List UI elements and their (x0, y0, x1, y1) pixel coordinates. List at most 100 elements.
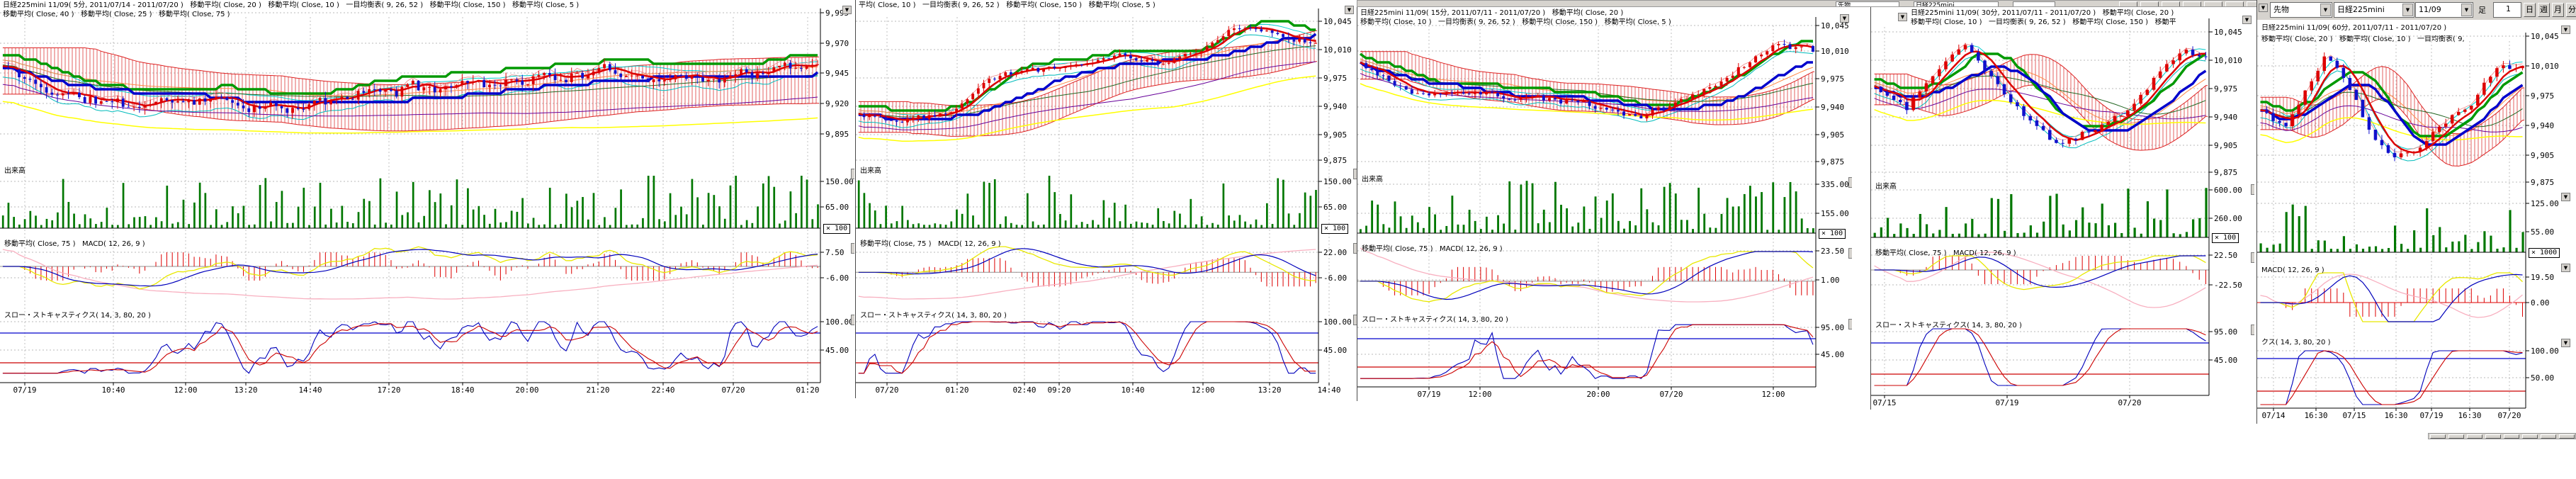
ichimoku-cloud (858, 30, 1317, 137)
axis-frame (0, 9, 824, 385)
price-axis-label: 9,970 (825, 39, 849, 48)
pane-scroll-down-button[interactable]: ▼ (2561, 264, 2570, 272)
macd-axis-label: 23.50 (1821, 247, 1845, 256)
panel-indicator-subtitle: 移動平均( Close, 40 ) 移動平均( Close, 25 ) 移動平均… (3, 11, 230, 18)
price-axis-label: 9,895 (825, 130, 849, 139)
macd-pane (0, 246, 820, 300)
time-axis-label: 07/20 (2497, 411, 2521, 420)
chevron-down-icon[interactable]: ▼ (2461, 4, 2472, 16)
time-axis-label: 12:00 (1191, 385, 1215, 395)
ma-red-thick-line (2, 64, 818, 109)
price-axis-label: 10,010 (1323, 45, 1352, 55)
pane-scroll-down-button[interactable]: ▼ (2561, 26, 2570, 34)
time-axis-label: 16:30 (2384, 411, 2408, 420)
macd-axis-label: -6.00 (825, 274, 849, 283)
price-axis-label: 10,010 (1821, 47, 1849, 56)
macd-signal-line (2260, 274, 2523, 322)
background-toolbar-button-fragment[interactable] (2119, 1, 2137, 6)
axis-frame (1871, 18, 2213, 398)
background-toolbar-button-fragment[interactable] (2225, 1, 2244, 6)
chevron-down-icon[interactable]: ▼ (2402, 4, 2413, 16)
pane-scroll-down-button[interactable]: ▼ (2561, 339, 2570, 347)
time-axis-label: 07/19 (1417, 390, 1441, 399)
time-axis-label: 07/20 (1659, 390, 1683, 399)
macd-axis-label: -6.00 (1323, 274, 1348, 283)
instrument-select[interactable]: 日経225mini ▼ (2334, 2, 2414, 18)
ma-green-thick-line (1359, 40, 1813, 106)
pane-scroll-down-button[interactable]: ▼ (2242, 16, 2252, 24)
background-button-fragment (2541, 434, 2556, 439)
panel-chart-svg (2257, 33, 2529, 411)
combo-value: 先物 (2273, 5, 2289, 14)
pane-scroll-down-button[interactable]: ▼ (2561, 193, 2570, 201)
stochastic-pane (2257, 350, 2526, 405)
clipped-pane-button-fragment (1353, 315, 1357, 325)
time-axis-label: 07/15 (1872, 398, 1897, 407)
volume-axis-label: 125.00 (2531, 199, 2559, 208)
price-axis-label: 10,045 (1323, 17, 1352, 26)
macd-pane-label: 移動平均( Close, 75 ) MACD( 12, 26, 9 ) (4, 240, 145, 248)
ma-blue-thick-line (1359, 61, 1813, 111)
ma-orange-line (2, 60, 818, 96)
panel-title: 日経225mini 11/09( 60分, 2011/07/11 - 2011/… (2261, 24, 2447, 32)
stoch-k-line (1360, 324, 1814, 379)
background-button-fragment (2522, 434, 2538, 439)
ma-orange-line (1874, 69, 2206, 124)
stochastic-pane (0, 321, 820, 374)
pane-scroll-down-button[interactable]: ▼ (1345, 6, 1354, 14)
time-axis-label: 07/14 (2261, 411, 2286, 420)
time-axis-label: 07/20 (2118, 398, 2142, 407)
stoch-axis-label: 45.00 (2214, 356, 2238, 365)
stochastic-pane (1357, 324, 1816, 379)
panel-title: 平均( Close, 10 ) 一目均衡表( 9, 26, 52 ) 移動平均(… (859, 1, 1156, 9)
background-toolbar-button-fragment[interactable] (2162, 1, 2180, 6)
macd-pane-label: 移動平均( Close, 75 ) MACD( 12, 26, 9 ) (1362, 245, 1503, 253)
price-axis-label: 9,975 (2531, 91, 2555, 101)
time-axis-label: 13:20 (1258, 385, 1282, 395)
bar-interval-input[interactable]: 1 (2493, 2, 2521, 18)
clipped-pane-button-fragment (851, 243, 854, 254)
panel-title: 日経225mini 11/09( 15分, 2011/07/11 - 2011/… (1360, 9, 1624, 17)
time-axis-label: 02:40 (1012, 385, 1036, 395)
contract-month-select[interactable]: 11/09 ▼ (2415, 2, 2473, 18)
time-axis-label: 10:40 (1121, 385, 1145, 395)
macd-axis-label: 7.50 (825, 248, 844, 257)
candlestick-series (2265, 52, 2524, 162)
panel-indicator-subtitle: 移動平均( Close, 20 ) 移動平均( Close, 10 ) 一目均衡… (2261, 35, 2465, 43)
background-toolbar-button-fragment[interactable] (2183, 1, 2201, 6)
stoch-axis-label: 95.00 (2214, 327, 2238, 337)
candlestick-series (862, 23, 1318, 126)
period-button-day[interactable]: 日 (2524, 3, 2536, 17)
clipped-pane-button-fragment (2251, 325, 2254, 335)
price-axis-label: 10,045 (2214, 28, 2242, 37)
period-button-week[interactable]: 週 (2538, 3, 2550, 17)
candlestick-series (1365, 39, 1814, 122)
chevron-down-icon[interactable]: ▼ (2320, 4, 2331, 16)
instrument-type-select[interactable]: 先物 ▼ (2270, 2, 2332, 18)
time-axis-label: 14:40 (298, 385, 322, 395)
time-axis-label: 07/20 (721, 385, 745, 395)
clipped-combo-arrow-fragment: ▼ (2259, 4, 2268, 12)
background-toolbar-button-fragment[interactable] (2140, 1, 2159, 6)
time-axis-label: 18:40 (451, 385, 475, 395)
stochastic-pane-label: スロー・ストキャスティクス( 14, 3, 80, 20 ) (1362, 316, 1508, 324)
price-axis-label: 9,940 (1821, 103, 1845, 112)
volume-axis-label: 65.00 (825, 203, 849, 212)
volume-axis-label: 155.00 (1821, 209, 1849, 218)
pane-scroll-down-button[interactable]: ▼ (842, 6, 852, 14)
period-button-month[interactable]: 月 (2552, 3, 2564, 17)
stochastic-pane (856, 321, 1318, 374)
macd-pane (1871, 252, 2209, 308)
macd-axis-label: 19.50 (2531, 273, 2555, 282)
volume-axis-label: 65.00 (1323, 203, 1348, 212)
ma-red-thick-line (1360, 44, 1814, 116)
clipped-pane-button-fragment (1353, 243, 1357, 254)
background-window-bottom-fragment (2428, 433, 2576, 439)
period-button-minute[interactable]: 分 (2566, 3, 2576, 17)
stochastic-pane-label: クス( 14, 3, 80, 20 ) (2261, 339, 2331, 346)
stoch-axis-label: 100.00 (1323, 317, 1352, 327)
pane-scroll-down-button[interactable]: ▼ (1840, 14, 1849, 23)
chart-window-chart-5min: 日経225mini 11/09( 5分, 2011/07/14 - 2011/0… (0, 0, 854, 398)
background-toolbar-button-fragment[interactable] (2204, 1, 2222, 6)
ma-green-thick-line (2, 54, 818, 95)
